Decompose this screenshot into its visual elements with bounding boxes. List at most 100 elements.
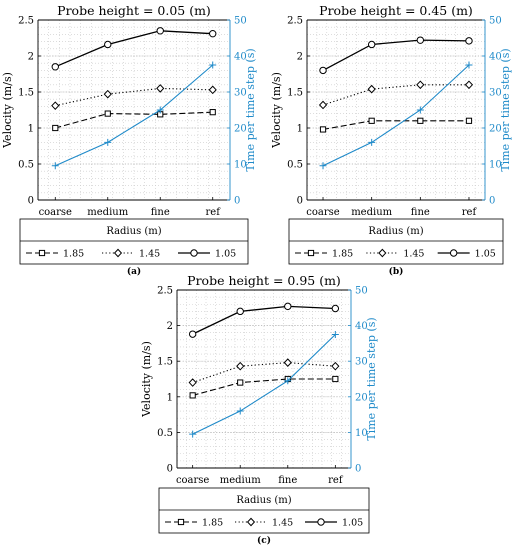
y-right-tick-label: 30 xyxy=(489,88,502,99)
series-point-1.45 xyxy=(331,361,340,371)
y-right-tick-label: 0 xyxy=(234,196,240,207)
series-point-1.45 xyxy=(51,101,60,111)
time-series-point xyxy=(104,138,112,146)
y-tick-label: 2 xyxy=(167,321,173,332)
y-right-tick-label: 0 xyxy=(489,196,495,207)
y-tick-label: 0 xyxy=(167,464,173,475)
y-right-tick-label: 0 xyxy=(355,464,361,475)
time-series-line xyxy=(192,334,336,435)
legend-title: Radius (m) xyxy=(106,226,161,237)
series-point-1.85 xyxy=(319,126,327,133)
y-right-tick-label: 10 xyxy=(355,428,368,439)
x-tick-label: medium xyxy=(87,207,128,218)
y-tick-label: 0 xyxy=(28,196,34,207)
time-series-point xyxy=(331,331,339,338)
grid xyxy=(307,20,485,200)
y-tick-label: 2.5 xyxy=(18,16,34,27)
series-point-1.45 xyxy=(318,100,328,110)
time-series-point xyxy=(51,162,59,170)
y-tick-label: 2.5 xyxy=(157,286,173,297)
series-line-1.05 xyxy=(322,39,469,71)
panel-1: 0 0.5 1 1.5 2 2.5 0 10 20 30 40 50 coarse medium fine r… xyxy=(270,3,512,277)
series-line-1.05 xyxy=(192,305,336,335)
y-tick-label: 1.5 xyxy=(157,357,173,368)
series-point-1.85 xyxy=(368,117,375,124)
y-tick-label: 1 xyxy=(167,392,173,403)
time-series-line xyxy=(322,64,470,167)
legend-title: Radius (m) xyxy=(368,226,423,237)
x-tick-label: medium xyxy=(351,207,392,218)
series-point-1.85 xyxy=(189,392,196,399)
panel-2: 0 0.5 1 1.5 2 2.5 0 10 20 30 40 50 coarse medium fine r… xyxy=(140,273,378,546)
series-point-1.45 xyxy=(208,85,217,95)
y-right-tick-label: 50 xyxy=(489,16,502,27)
legend-marker-1.85 xyxy=(177,518,185,526)
legend-label-1.85: 1.85 xyxy=(202,518,223,529)
x-tick-label: coarse xyxy=(306,207,339,218)
y-axis-label: Velocity (m/s) xyxy=(1,72,14,149)
y-tick-label: 0.5 xyxy=(287,160,303,171)
series-point-1.85 xyxy=(209,109,216,116)
series-point-1.85 xyxy=(417,117,424,124)
series-point-1.45 xyxy=(103,89,112,99)
x-tick-label: coarse xyxy=(39,207,72,218)
y-tick-label: 1 xyxy=(297,124,303,135)
x-tick-label: fine xyxy=(151,207,170,218)
legend-marker-1.85 xyxy=(38,249,46,257)
y-right-tick-label: 10 xyxy=(489,160,502,171)
legend-marker-1.05 xyxy=(190,249,198,257)
series-point-1.05 xyxy=(236,307,244,316)
series-point-1.45 xyxy=(188,378,197,387)
y-right-axis-label: Time per time step (s) xyxy=(365,317,378,440)
series-point-1.05 xyxy=(284,302,292,311)
x-tick-label: fine xyxy=(411,207,430,218)
y-tick-label: 0.5 xyxy=(18,160,34,171)
panel-caption: (c) xyxy=(257,535,271,546)
series-point-1.05 xyxy=(319,66,327,75)
series-point-1.45 xyxy=(236,361,245,371)
series-line-1.85 xyxy=(192,378,336,396)
time-series-line xyxy=(55,64,214,167)
y-right-axis-label: Time per time step (s) xyxy=(499,48,512,171)
y-right-tick-label: 20 xyxy=(234,124,247,135)
legend-box xyxy=(19,218,249,265)
y-axis-label: Velocity (m/s) xyxy=(270,72,283,149)
chart-title: Probe height = 0.45 (m) xyxy=(319,3,473,18)
series-point-1.05 xyxy=(188,330,197,338)
series-line-1.45 xyxy=(55,87,213,107)
y-right-tick-label: 10 xyxy=(234,160,247,171)
legend-label-1.45: 1.45 xyxy=(139,249,160,260)
legend-box xyxy=(158,487,370,534)
series-point-1.05 xyxy=(51,63,59,71)
y-right-tick-label: 40 xyxy=(489,52,502,63)
legend-marker-1.05 xyxy=(317,518,325,526)
series-point-1.85 xyxy=(104,110,111,117)
series-point-1.05 xyxy=(209,29,217,38)
time-series-point xyxy=(465,61,473,69)
y-tick-label: 2 xyxy=(297,52,303,63)
y-tick-label: 2 xyxy=(28,52,34,63)
x-tick-label: ref xyxy=(462,207,478,218)
legend: Radius (m) 1.85 1.45 1.05 xyxy=(19,218,249,265)
panel-caption: (b) xyxy=(389,266,404,277)
x-tick-label: medium xyxy=(220,475,261,486)
series-point-1.45 xyxy=(367,84,376,94)
x-tick-label: fine xyxy=(278,475,297,486)
series-point-1.05 xyxy=(465,37,473,45)
legend-marker-1.45 xyxy=(246,517,256,527)
legend-label-1.05: 1.05 xyxy=(475,249,496,260)
x-tick-label: ref xyxy=(206,207,222,218)
y-right-tick-label: 50 xyxy=(355,286,368,297)
legend-label-1.45: 1.45 xyxy=(403,249,424,260)
series-point-1.45 xyxy=(156,84,165,93)
time-series-point xyxy=(156,106,164,114)
y-right-axis-label: Time per time step (s) xyxy=(244,48,257,171)
time-series-point xyxy=(368,138,376,146)
series-point-1.05 xyxy=(104,40,112,49)
time-series-point xyxy=(319,162,327,170)
y-right-tick-label: 40 xyxy=(234,52,247,63)
x-tick-label: ref xyxy=(328,475,344,486)
y-right-tick-label: 50 xyxy=(234,16,247,27)
legend-label-1.85: 1.85 xyxy=(332,249,353,260)
y-tick-label: 0.5 xyxy=(157,428,173,439)
